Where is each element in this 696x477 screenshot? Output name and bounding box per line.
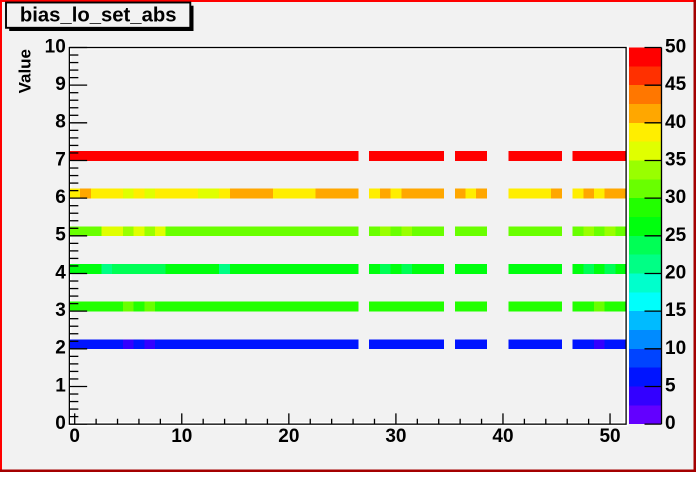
svg-text:8: 8 [55, 112, 66, 133]
svg-text:50: 50 [599, 426, 620, 447]
svg-text:2: 2 [55, 338, 66, 359]
svg-text:0: 0 [55, 413, 66, 434]
svg-text:5: 5 [665, 375, 676, 396]
svg-text:40: 40 [492, 426, 513, 447]
svg-text:4: 4 [55, 262, 66, 283]
svg-text:40: 40 [665, 112, 686, 133]
svg-text:15: 15 [665, 300, 687, 321]
svg-text:30: 30 [665, 187, 686, 208]
svg-text:10: 10 [45, 36, 66, 57]
svg-text:9: 9 [55, 74, 66, 95]
svg-text:20: 20 [665, 262, 686, 283]
svg-text:6: 6 [55, 187, 66, 208]
svg-text:0: 0 [69, 426, 80, 447]
svg-text:50: 50 [665, 37, 686, 58]
svg-text:45: 45 [665, 74, 687, 95]
svg-text:35: 35 [665, 150, 687, 171]
svg-text:0: 0 [665, 413, 676, 434]
svg-text:1: 1 [55, 375, 66, 396]
svg-text:bias_lo_set_abs: bias_lo_set_abs [20, 4, 177, 26]
svg-text:5: 5 [55, 225, 66, 246]
svg-text:10: 10 [665, 338, 686, 359]
svg-text:20: 20 [278, 426, 299, 447]
svg-text:Value: Value [16, 49, 35, 93]
svg-text:25: 25 [665, 225, 687, 246]
svg-text:3: 3 [55, 300, 66, 321]
svg-text:30: 30 [385, 426, 406, 447]
svg-text:10: 10 [171, 426, 192, 447]
svg-text:7: 7 [55, 149, 66, 170]
